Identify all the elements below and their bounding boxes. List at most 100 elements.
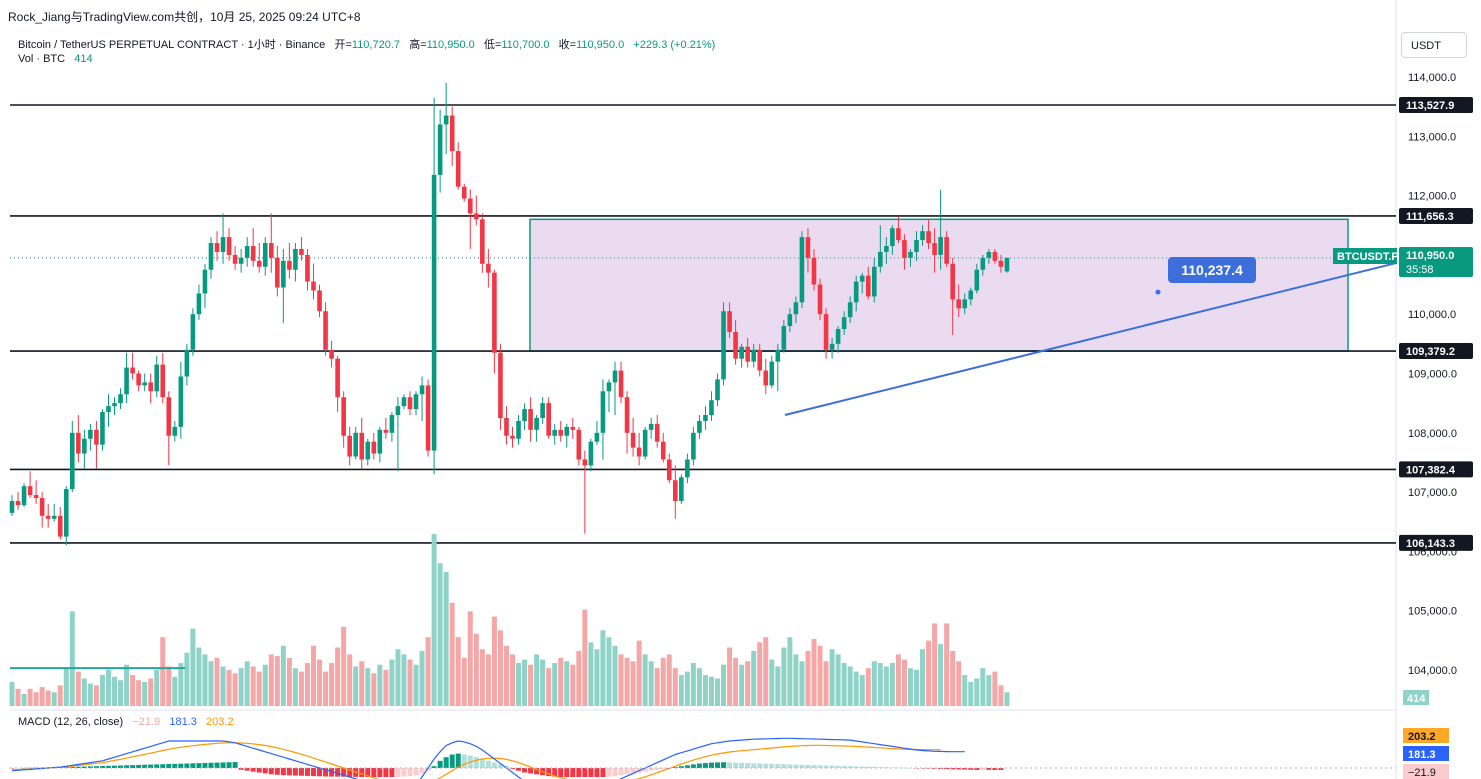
candle-body: [679, 477, 684, 501]
volume-bar: [998, 685, 1004, 706]
macd-histogram-bar: [220, 762, 226, 768]
candle-body: [564, 426, 570, 436]
macd-histogram-bar: [214, 762, 220, 768]
volume-bar: [304, 663, 310, 706]
macd-hist-value: −21.9: [132, 716, 161, 728]
trendline-anchor: [1155, 289, 1161, 295]
volume-bar: [534, 654, 540, 706]
currency-selector[interactable]: USDT: [1401, 32, 1467, 58]
macd-histogram-bar: [202, 762, 208, 768]
candle-body: [419, 385, 425, 395]
volume-bar: [974, 678, 980, 706]
countdown-text: 35:58: [1406, 264, 1434, 276]
volume-bar: [727, 647, 733, 706]
volume-bar: [371, 673, 377, 706]
macd-histogram-bar: [112, 765, 118, 768]
macd-histogram-bar: [588, 768, 594, 777]
candle-body: [262, 243, 268, 267]
candle-body: [244, 246, 250, 258]
volume-bar: [178, 663, 184, 706]
candle-body: [522, 409, 527, 421]
candle-body: [136, 373, 141, 386]
candle-body: [902, 240, 907, 258]
macd-histogram-bar: [558, 768, 564, 777]
macd-histogram-bar: [805, 764, 811, 768]
price-tick-label: 109,000.0: [1408, 369, 1457, 381]
volume-bar: [335, 647, 341, 706]
macd-histogram-bar: [238, 768, 244, 770]
macd-histogram-bar: [461, 754, 467, 768]
macd-histogram-bar: [87, 766, 93, 768]
volume-bar: [148, 678, 154, 706]
candle-body: [685, 459, 690, 478]
macd-histogram-bar: [721, 762, 727, 768]
level-price-tag-text: 107,382.4: [1406, 464, 1456, 476]
macd-line-tag: [1403, 746, 1449, 761]
macd-histogram-bar: [817, 765, 823, 768]
candle-body: [799, 237, 805, 303]
volume-bar: [624, 657, 630, 706]
macd-hist-tag-text: −21.9: [1408, 767, 1436, 779]
level-price-tag: [1399, 461, 1473, 478]
macd-histogram-bar: [962, 768, 968, 770]
candle-body: [890, 228, 895, 247]
volume-bar: [479, 649, 485, 706]
volume-bar: [497, 630, 503, 706]
volume-bar: [196, 647, 202, 706]
macd-histogram-bar: [528, 768, 534, 774]
symbol-name[interactable]: Bitcoin / TetherUS PERPETUAL CONTRACT · …: [18, 39, 326, 51]
volume-bar: [546, 668, 552, 706]
candle-body: [305, 254, 310, 282]
candle-body: [425, 385, 431, 451]
candle-body: [811, 257, 817, 285]
price-tick-label: 108,000.0: [1408, 428, 1457, 440]
macd-histogram-bar: [733, 762, 739, 768]
volume-bar: [9, 681, 15, 706]
candle-body: [311, 281, 316, 291]
macd-label[interactable]: MACD (12, 26, close): [18, 716, 124, 728]
level-price-tag-text: 113,527.9: [1406, 100, 1454, 112]
volume-bar: [781, 647, 787, 706]
volume-bar: [323, 671, 329, 706]
macd-histogram-bar: [781, 764, 787, 768]
macd-histogram-bar: [262, 768, 268, 774]
volume-bar: [250, 666, 256, 706]
volume-bar: [317, 659, 323, 706]
volume-bar: [823, 661, 829, 706]
macd-histogram-bar: [359, 768, 365, 777]
candle-body: [938, 237, 943, 255]
volume-bar: [853, 671, 859, 706]
candle-body: [461, 186, 467, 199]
volume-label[interactable]: Vol · BTC: [18, 53, 66, 65]
candle-body: [76, 432, 81, 454]
macd-histogram-bar: [546, 768, 552, 777]
candle-body: [829, 343, 835, 350]
macd-signal-tag-text: 203.2: [1408, 731, 1436, 743]
candle-body: [962, 299, 968, 309]
macd-histogram-bar: [582, 768, 588, 777]
candle-body: [443, 115, 449, 125]
volume-bar: [45, 690, 51, 706]
candle-body: [371, 441, 377, 454]
macd-histogram-bar: [437, 760, 443, 768]
volume-bar: [443, 571, 449, 706]
volume-bar: [130, 675, 136, 706]
level-price-tag: [1399, 207, 1473, 224]
volume-bar: [678, 675, 684, 706]
volume-bar: [1004, 692, 1010, 706]
macd-histogram-bar: [986, 768, 992, 770]
macd-histogram-bar: [208, 762, 214, 768]
close-label: 收=: [558, 39, 577, 51]
candle-body: [660, 441, 666, 460]
macd-histogram-bar: [708, 762, 714, 768]
volume-bar: [702, 675, 708, 706]
candle-body: [329, 349, 334, 359]
candle-body: [847, 302, 853, 318]
macd-histogram-bar: [286, 768, 292, 776]
macd-histogram-bar: [823, 765, 829, 768]
macd-histogram-bar: [932, 768, 938, 769]
macd-histogram-bar: [901, 767, 907, 769]
macd-histogram-bar: [250, 768, 256, 772]
candle-body: [751, 349, 756, 362]
